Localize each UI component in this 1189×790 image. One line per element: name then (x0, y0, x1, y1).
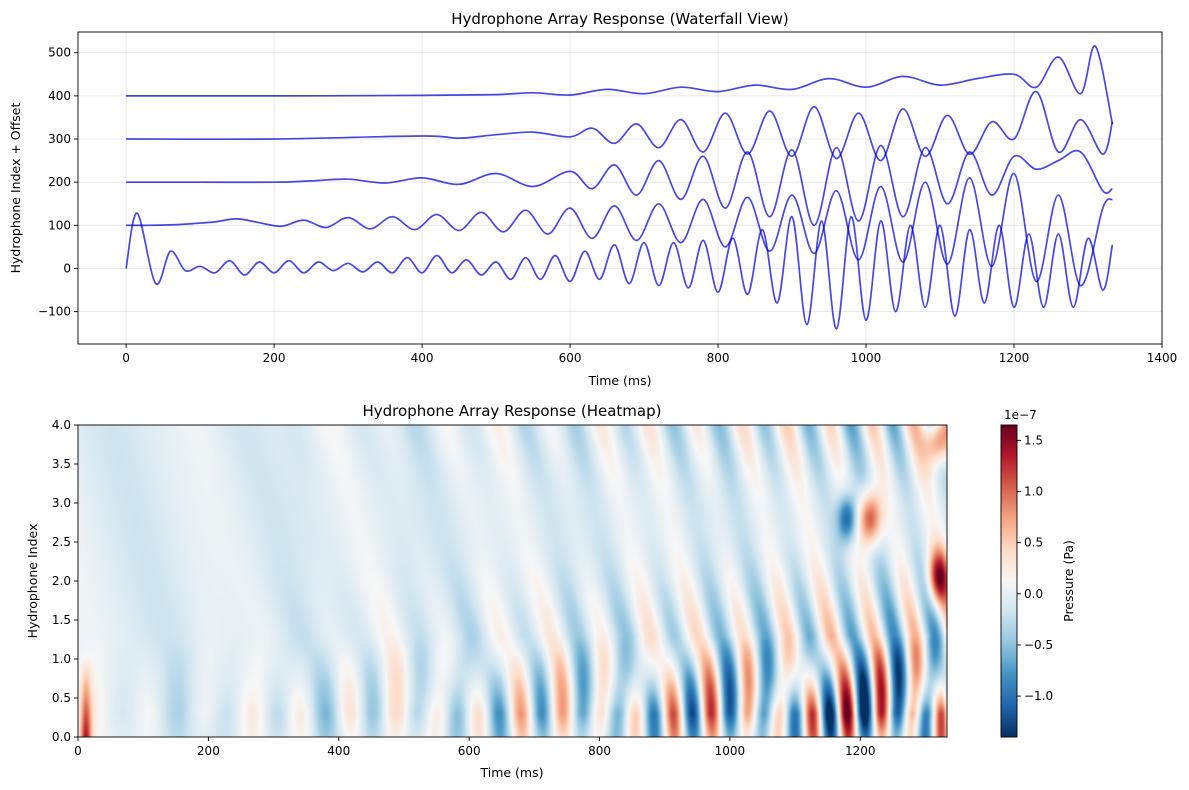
y-tick-label: 3.0 (52, 496, 71, 510)
y-tick-label: 200 (48, 175, 71, 189)
waterfall-x-ticks: 0 200 400 600 800 1000 1200 1400 (122, 344, 1177, 365)
x-tick-label: 600 (559, 351, 582, 365)
x-tick-label: 1200 (845, 744, 876, 758)
y-tick-label: 100 (48, 218, 71, 232)
waterfall-chart: Hydrophone Array Response (Waterfall Vie… (8, 10, 1177, 388)
waterfall-traces (125, 45, 1114, 330)
heatmap-title: Hydrophone Array Response (Heatmap) (363, 402, 662, 420)
waterfall-y-ticks: −100 0 100 200 300 400 500 (38, 46, 78, 319)
x-tick-label: 1000 (715, 744, 746, 758)
y-tick-label: 1.0 (52, 652, 71, 666)
x-tick-label: 1200 (999, 351, 1030, 365)
x-tick-label: 400 (327, 744, 350, 758)
waterfall-x-label: Time (ms) (587, 373, 651, 388)
y-tick-label: 4.0 (52, 418, 71, 432)
trace-line-0 (125, 212, 1114, 330)
y-tick-label: 0.0 (52, 730, 71, 744)
waterfall-y-label: Hydrophone Index + Offset (8, 103, 23, 274)
x-tick-label: 1400 (1147, 351, 1178, 365)
y-tick-label: 0 (63, 261, 71, 275)
y-tick-label: 0.5 (52, 691, 71, 705)
heatmap-y-ticks: 0.0 0.5 1.0 1.5 2.0 2.5 3.0 3.5 4.0 (52, 418, 78, 744)
y-tick-label: 1.5 (52, 613, 71, 627)
colorbar-tick-label: 0.0 (1024, 587, 1043, 601)
y-tick-label: 2.5 (52, 535, 71, 549)
waterfall-title: Hydrophone Array Response (Waterfall Vie… (451, 10, 789, 28)
x-tick-label: 200 (263, 351, 286, 365)
trace-line-4 (126, 45, 1114, 125)
colorbar-container (1001, 425, 1017, 737)
x-tick-label: 800 (588, 744, 611, 758)
x-tick-label: 1000 (851, 351, 882, 365)
colorbar-tick-label: 1.0 (1024, 484, 1043, 498)
heatmap-image (78, 425, 947, 737)
waterfall-axes-frame (77, 31, 1163, 345)
trace-line-1 (126, 172, 1113, 287)
y-tick-label: 3.5 (52, 457, 71, 471)
colorbar-frame (1000, 424, 1018, 738)
x-tick-label: 600 (458, 744, 481, 758)
x-tick-label: 400 (411, 351, 434, 365)
colorbar-tick-label: −1.0 (1024, 689, 1053, 703)
colorbar-label: Pressure (Pa) (1061, 540, 1076, 622)
waterfall-grid (78, 32, 1163, 344)
x-tick-label: 200 (197, 744, 220, 758)
y-tick-label: 500 (48, 46, 71, 60)
colorbar-gradient (1001, 425, 1017, 737)
colorbar-tick-label: 0.5 (1024, 536, 1043, 550)
y-tick-label: −100 (38, 305, 71, 319)
trace-line-3 (126, 90, 1114, 162)
x-tick-label: 0 (122, 351, 130, 365)
colorbar-tick-label: 1.5 (1024, 433, 1043, 447)
colorbar-tick-label: −0.5 (1024, 638, 1053, 652)
heatmap-chart: Hydrophone Array Response (Heatmap) 0 200… (25, 402, 1076, 780)
x-tick-label: 800 (707, 351, 730, 365)
colorbar-ticks: −1.0 −0.5 0.0 0.5 1.0 1.5 (1017, 433, 1053, 703)
heatmap-x-ticks: 0 200 400 600 800 1000 1200 (74, 737, 876, 758)
y-tick-label: 400 (48, 89, 71, 103)
heatmap-x-label: Time (ms) (479, 765, 543, 780)
heatmap-y-label: Hydrophone Index (25, 524, 40, 639)
colorbar-offset-text: 1e−7 (1004, 408, 1037, 422)
y-tick-label: 300 (48, 132, 71, 146)
heatmap-image-container (78, 425, 947, 737)
y-tick-label: 2.0 (52, 574, 71, 588)
x-tick-label: 0 (74, 744, 82, 758)
